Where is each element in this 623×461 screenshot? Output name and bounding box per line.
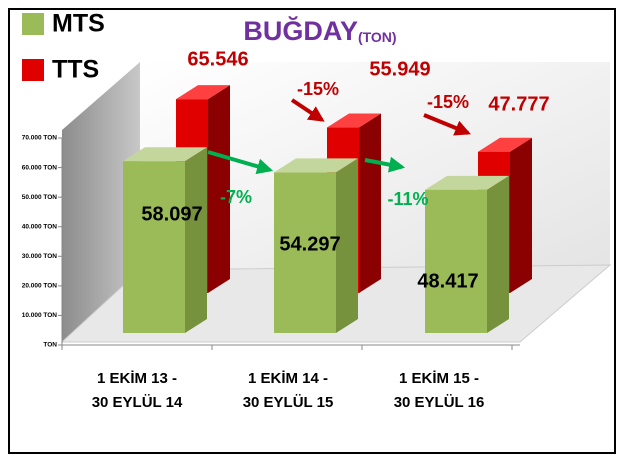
legend-swatch — [22, 59, 44, 81]
bar-side — [336, 158, 358, 333]
bar-top — [176, 85, 230, 100]
bar-side — [487, 175, 509, 333]
bar-side — [510, 137, 532, 293]
bar-top — [478, 137, 532, 152]
bar-top — [123, 147, 207, 162]
legend-swatch — [22, 13, 44, 35]
data-label: 65.546 — [187, 48, 248, 70]
y-tick-label: 50.000 TON — [22, 194, 58, 201]
annotation: -15% — [427, 92, 469, 112]
y-tick-label: 70.000 TON — [22, 135, 58, 142]
arrow — [364, 156, 406, 173]
y-tick-label: 30.000 TON — [22, 253, 58, 260]
data-label: 48.417 — [417, 270, 478, 292]
arrow — [207, 150, 274, 175]
bar — [425, 189, 487, 333]
arrow — [290, 98, 325, 122]
bar-top — [425, 175, 509, 190]
y-tick-label: 20.000 TON — [22, 283, 58, 290]
x-tick-label: 1 EKİM 15 - — [399, 370, 479, 387]
y-tick-label: 60.000 TON — [22, 164, 58, 171]
bar-side — [359, 113, 381, 293]
y-tick-label: TON — [43, 342, 57, 349]
x-tick-label: 30 EYLÜL 15 — [243, 394, 334, 411]
x-tick-label: 30 EYLÜL 16 — [394, 394, 485, 411]
arrow — [423, 113, 471, 136]
y-tick-label: 10.000 TON — [22, 312, 58, 319]
data-label: 58.097 — [141, 203, 202, 225]
x-tick-label: 30 EYLÜL 14 — [92, 394, 183, 411]
x-tick-label: 1 EKİM 13 - — [97, 370, 177, 387]
bar-top — [327, 113, 381, 128]
bar — [274, 172, 336, 333]
bar-side — [185, 147, 207, 333]
bar-top — [274, 158, 358, 173]
bar — [123, 161, 185, 333]
data-label: 47.777 — [488, 93, 549, 115]
legend-label: MTS — [52, 10, 105, 38]
data-label: 55.949 — [369, 58, 430, 80]
y-tick-label: 40.000 TON — [22, 223, 58, 230]
annotation: -15% — [297, 79, 339, 99]
annotation: -7% — [220, 187, 252, 207]
annotation: -11% — [387, 189, 428, 209]
x-tick-label: 1 EKİM 14 - — [248, 370, 328, 387]
bar-side — [208, 85, 230, 293]
side-wall — [62, 62, 140, 342]
legend-label: TTS — [52, 56, 99, 84]
chart-title: BUĞDAY(TON) — [243, 15, 396, 46]
data-label: 54.297 — [279, 233, 340, 255]
